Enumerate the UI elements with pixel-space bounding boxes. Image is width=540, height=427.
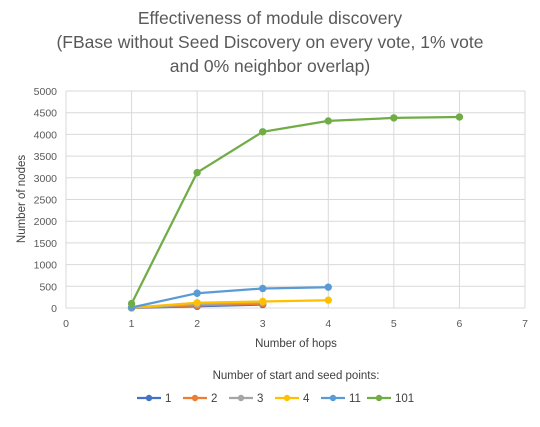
y-tick-label: 3500	[34, 151, 58, 163]
y-tick-label: 4000	[34, 129, 58, 141]
x-axis-ticks: 0 1 2 3 4 5 6 7	[63, 318, 528, 330]
y-tick-label: 1500	[34, 238, 58, 250]
y-tick-label: 2500	[34, 195, 58, 207]
legend-item-4: 4	[275, 393, 310, 405]
chart-title: Effectiveness of module discovery (FBase…	[56, 8, 483, 76]
legend-swatch-marker	[191, 394, 199, 402]
y-tick-label: 1000	[34, 260, 58, 272]
legend-item-11: 11	[321, 393, 361, 405]
y-tick-label: 0	[51, 303, 57, 315]
x-tick-label: 3	[260, 318, 266, 330]
y-tick-label: 5000	[34, 86, 58, 98]
legend-swatch-marker	[145, 394, 153, 402]
data-point-4	[193, 299, 201, 307]
data-point-101	[324, 117, 332, 125]
data-point-101	[390, 114, 398, 122]
legend-item-3: 3	[229, 393, 263, 405]
legend-label: 2	[211, 393, 217, 405]
legend-swatch-marker	[237, 394, 245, 402]
chart-title-line-1: Effectiveness of module discovery	[138, 8, 403, 28]
data-point-11	[193, 289, 201, 297]
legend-label: 4	[303, 393, 310, 405]
x-tick-label: 0	[63, 318, 69, 330]
data-point-4	[259, 297, 267, 306]
legend-swatch-marker	[375, 394, 383, 402]
legend-item-2: 2	[183, 393, 217, 405]
series-lines	[130, 115, 460, 310]
data-point-4	[324, 296, 332, 304]
data-point-101	[455, 113, 464, 121]
legend-swatch-marker	[283, 394, 291, 402]
x-tick-label: 5	[391, 318, 397, 330]
chart-title-line-2: (FBase without Seed Discovery on every v…	[56, 32, 483, 52]
legend-item-101: 101	[367, 393, 414, 405]
y-axis-title: Number of nodes	[16, 155, 28, 243]
chart-title-line-3: and 0% neighbor overlap)	[170, 56, 370, 76]
x-tick-label: 1	[129, 318, 135, 330]
legend: 1 2 3 4 11 101	[137, 393, 414, 405]
legend-label: 101	[395, 393, 414, 405]
legend-label: 3	[257, 393, 263, 405]
y-tick-label: 500	[39, 281, 57, 293]
y-tick-label: 4500	[34, 108, 58, 120]
data-point-101	[193, 168, 201, 177]
data-point-11	[324, 283, 332, 291]
y-tick-label: 3000	[34, 173, 58, 185]
x-tick-label: 7	[522, 318, 528, 330]
series-line-11	[131, 286, 329, 309]
legend-swatch-marker	[329, 394, 337, 402]
x-tick-label: 2	[194, 318, 200, 330]
data-point-101	[127, 299, 136, 308]
y-axis-ticks: 0 500 1000 1500 2000 2500 3000 3500 4000 4500 5000	[34, 86, 58, 315]
x-tick-label: 4	[325, 318, 331, 330]
y-tick-label: 2000	[34, 216, 58, 228]
legend-label: 11	[349, 393, 361, 405]
series-line-4	[131, 299, 329, 309]
series-points	[127, 113, 464, 312]
data-point-11	[259, 284, 267, 293]
legend-label: 1	[165, 393, 171, 405]
legend-title: Number of start and seed points:	[213, 370, 380, 382]
gridlines	[65, 90, 526, 309]
x-axis-title: Number of hops	[255, 338, 337, 350]
legend-item-1: 1	[137, 393, 171, 405]
x-tick-label: 6	[457, 318, 463, 330]
series-line-101	[130, 115, 460, 305]
data-point-101	[259, 128, 267, 136]
